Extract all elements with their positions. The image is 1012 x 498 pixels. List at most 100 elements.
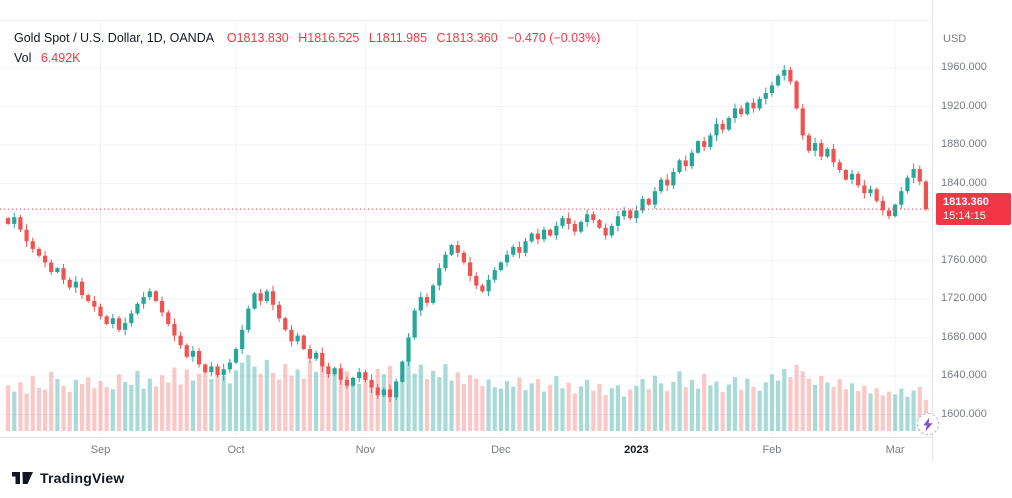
candle-body: [646, 198, 651, 205]
candle-body: [233, 349, 239, 363]
volume-bar: [233, 370, 239, 431]
volume-bar: [129, 384, 134, 431]
time-axis[interactable]: Sep Oct Nov Dec 2023 Feb Mar: [0, 437, 1012, 463]
volume-bar: [486, 379, 491, 431]
volume-bar: [270, 372, 276, 431]
volume-bar: [418, 364, 423, 431]
candle-body: [431, 285, 436, 303]
candle-body: [418, 297, 423, 311]
candle-body: [338, 368, 343, 380]
candle-body: [874, 189, 879, 201]
price-axis-label: 1720.000: [941, 292, 987, 304]
candle-body: [12, 217, 17, 224]
volume-bar: [504, 380, 510, 431]
candle-body: [474, 275, 479, 286]
price-axis[interactable]: USD 1813.360 15:14:15 1960.000 1920.000 18…: [932, 0, 1012, 462]
price-axis-label: 1600.000: [941, 407, 987, 420]
candle-body: [591, 214, 596, 221]
candle-body: [153, 291, 159, 301]
candle-body: [92, 300, 97, 307]
candle-body: [486, 279, 491, 292]
volume-bar: [468, 375, 473, 431]
candle-body: [911, 169, 916, 178]
candle-body: [42, 255, 48, 263]
volume-bar: [492, 387, 497, 431]
volume-bar: [782, 368, 787, 431]
candle-body: [240, 329, 245, 350]
tradingview-logo-text[interactable]: TradingView: [40, 470, 125, 486]
candle-body: [270, 291, 276, 305]
legend-row-volume: Vol 6.492K: [14, 48, 600, 68]
candle-body: [603, 227, 608, 236]
candlestick-chart[interactable]: [0, 0, 932, 437]
price-axis-label: 1920.000: [941, 99, 987, 112]
ohlc-open: O1813.830: [226, 31, 289, 45]
candle-body: [609, 225, 614, 236]
candle-body: [572, 223, 577, 232]
candle-body: [763, 93, 768, 99]
candle-body: [560, 218, 565, 226]
symbol-title[interactable]: Gold Spot / U.S. Dollar, 1D, OANDA: [14, 31, 214, 45]
volume-bar: [424, 379, 430, 431]
volume-bar: [190, 380, 195, 431]
candle-body: [622, 210, 627, 217]
candle-body: [652, 191, 657, 205]
time-axis-label: Sep: [90, 444, 111, 456]
volume-bar: [400, 372, 405, 431]
volume-bar: [757, 390, 762, 431]
candle-body: [751, 102, 756, 109]
candle-body: [535, 233, 540, 240]
candle-body: [184, 345, 189, 357]
volume-bar: [295, 369, 300, 431]
candle-series: [6, 65, 929, 403]
candle-body: [412, 310, 417, 338]
volume-bar: [301, 378, 306, 431]
candle-body: [24, 229, 29, 242]
volume-bar: [763, 382, 768, 431]
volume-bar: [320, 357, 325, 431]
volume-bar: [277, 379, 282, 431]
volume-bar: [67, 392, 72, 431]
candle-body: [387, 389, 393, 398]
tradingview-logo-icon[interactable]: [12, 469, 33, 487]
volume-value: 6.492K: [40, 51, 81, 65]
volume-bar: [917, 386, 922, 431]
candle-body: [745, 102, 750, 115]
legend-row-symbol: Gold Spot / U.S. Dollar, 1D, OANDA O1813…: [14, 28, 600, 48]
volume-bar: [344, 371, 349, 431]
price-axis-label: 1840.000: [941, 176, 987, 189]
candle-body: [615, 216, 621, 226]
candle-body: [782, 69, 787, 76]
time-axis-label: Mar: [885, 444, 905, 456]
candle-body: [135, 303, 140, 314]
candle-body: [320, 352, 325, 367]
candle-body: [893, 204, 898, 217]
volume-bar: [886, 391, 892, 431]
candle-body: [862, 185, 867, 194]
last-price-badge: 1813.360 15:14:15: [936, 193, 1011, 225]
ohlc-low: L1811.985: [368, 31, 428, 45]
candle-body: [283, 318, 288, 330]
candle-body: [849, 173, 855, 180]
candle-body: [406, 337, 411, 362]
time-axis-label: Nov: [355, 444, 376, 456]
volume-bar: [166, 382, 171, 431]
volume-bar: [634, 385, 639, 431]
candle-body: [443, 254, 448, 269]
volume-bar: [110, 389, 115, 431]
instant-trading-button[interactable]: [917, 413, 939, 435]
candle-body: [634, 210, 639, 219]
candle-body: [825, 148, 830, 157]
candle-body: [79, 281, 85, 296]
candle-body: [800, 108, 805, 136]
volume-bar: [461, 383, 467, 431]
volume-bar: [720, 392, 725, 431]
volume-bar: [849, 383, 855, 431]
volume-bar: [98, 380, 103, 431]
volume-bar: [529, 383, 534, 431]
volume-bar: [215, 372, 220, 431]
candle-body: [628, 210, 633, 219]
candle-body: [548, 229, 553, 236]
candle-body: [73, 281, 78, 288]
volume-bar: [73, 380, 78, 431]
